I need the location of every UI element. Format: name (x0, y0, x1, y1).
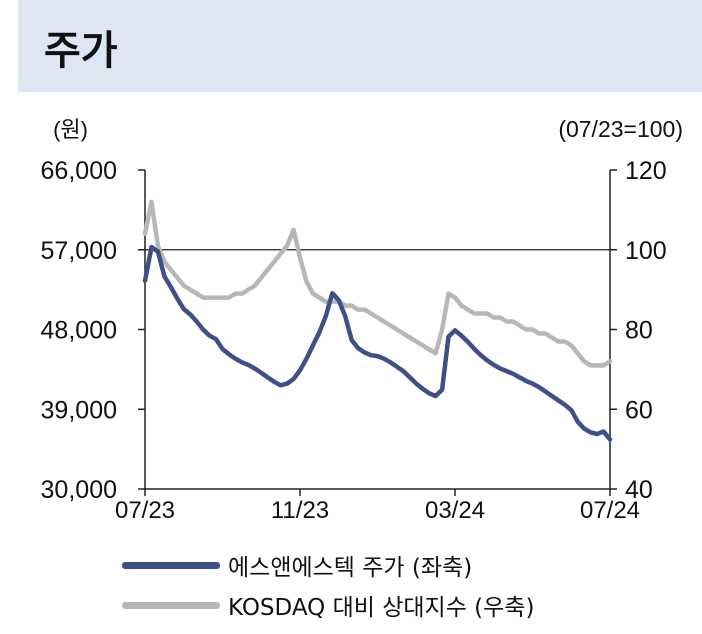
left-tick-label: 39,000 (41, 396, 117, 424)
left-axis-unit: (원) (53, 117, 88, 142)
left-tick-label: 30,000 (41, 476, 117, 504)
title-bar (18, 0, 702, 92)
left-axis-ticks: 66,000 57,000 48,000 39,000 30,000 (41, 157, 145, 504)
right-axis-unit: (07/23=100) (558, 116, 683, 142)
x-tick-label: 11/23 (271, 497, 329, 524)
right-tick-label: 60 (625, 396, 653, 424)
stock-price-chart: (원) (07/23=100) 66,000 57,000 48,000 39,000… (41, 116, 683, 524)
x-tick-label: 07/24 (580, 497, 640, 524)
right-tick-label: 120 (625, 157, 667, 185)
series-lines (142, 199, 613, 442)
legend-label-price: 에스앤에스텍 주가 (좌축) (228, 555, 473, 581)
x-tick-label: 07/23 (115, 497, 175, 524)
x-tick-label: 03/24 (425, 497, 485, 524)
legend-label-kosdaq: KOSDAQ 대비 상대지수 (우축) (228, 595, 535, 621)
legend: 에스앤에스텍 주가 (좌축) KOSDAQ 대비 상대지수 (우축) (0, 540, 702, 634)
legend-item-kosdaq: KOSDAQ 대비 상대지수 (우축) (122, 590, 535, 621)
series-line-price (142, 244, 613, 442)
chart-title: 주가 (44, 28, 118, 74)
right-axis-ticks: 120 100 80 60 40 (610, 157, 667, 504)
left-tick-label: 66,000 (41, 157, 117, 185)
right-tick-label: 40 (625, 476, 653, 504)
plot-frame (144, 170, 611, 490)
right-tick-label: 80 (625, 317, 653, 345)
x-axis-ticks: 07/23 11/23 03/24 07/24 (115, 489, 640, 524)
left-tick-label: 48,000 (41, 317, 117, 345)
left-tick-label: 57,000 (41, 237, 117, 265)
legend-item-price: 에스앤에스텍 주가 (좌축) (122, 550, 473, 581)
right-tick-label: 100 (625, 237, 667, 265)
legend-swatch-kosdaq (122, 601, 220, 609)
legend-swatch-price (122, 561, 220, 569)
series-line-kosdaq (142, 199, 613, 368)
